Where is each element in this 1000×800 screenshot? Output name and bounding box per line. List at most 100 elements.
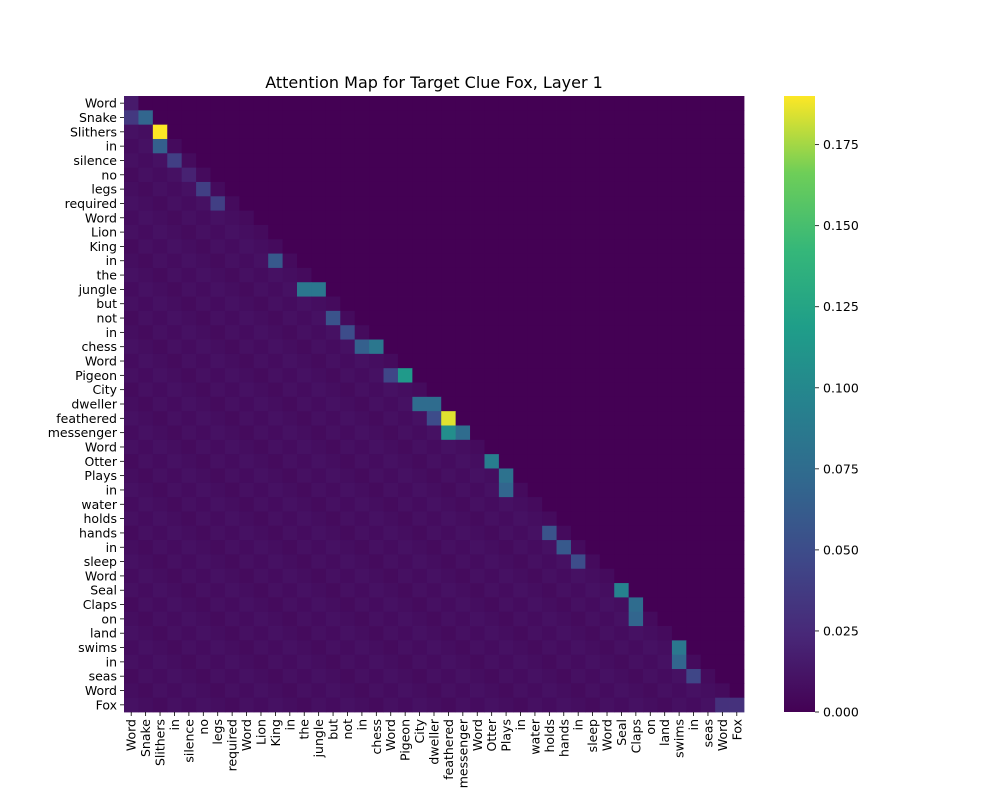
heatmap-cell [282, 439, 298, 455]
heatmap-cell [426, 411, 442, 426]
heatmap-cell [599, 282, 615, 297]
heatmap-cell [484, 382, 500, 398]
heatmap-cell [124, 253, 139, 269]
heatmap-cell [513, 626, 529, 641]
heatmap-cell [513, 683, 529, 699]
heatmap-cell [657, 153, 673, 169]
heatmap-cell [253, 153, 269, 169]
heatmap-cell [498, 124, 514, 140]
row-label: Snake [79, 110, 117, 125]
heatmap-cell [253, 167, 269, 183]
heatmap-cell [715, 626, 730, 641]
heatmap-cell [282, 167, 298, 183]
heatmap-cell [715, 196, 730, 212]
heatmap-cell [498, 96, 514, 111]
heatmap-cell [152, 153, 168, 169]
heatmap-cell [397, 239, 413, 254]
heatmap-cell [340, 196, 356, 212]
heatmap-cell [210, 253, 226, 269]
heatmap-cell [196, 210, 211, 226]
heatmap-cell [585, 683, 601, 699]
heatmap-cell [268, 654, 284, 670]
heatmap-cell [311, 310, 327, 326]
heatmap-cell [167, 511, 183, 527]
heatmap-cell [657, 439, 673, 455]
heatmap-cell [253, 124, 269, 140]
heatmap-cell [700, 282, 716, 297]
heatmap-cell [513, 310, 529, 326]
heatmap-cell [138, 296, 154, 312]
heatmap-cell [138, 626, 154, 641]
heatmap-cell [542, 253, 557, 269]
heatmap-cell [224, 497, 240, 512]
heatmap-cell [542, 138, 557, 154]
heatmap-cell [369, 597, 384, 613]
heatmap-cell [470, 181, 485, 197]
heatmap-cell [181, 96, 197, 111]
col-labels: Word Snake Slithers in silence no legs required… [124, 712, 744, 788]
heatmap-cell [671, 654, 687, 670]
heatmap-cell [196, 597, 211, 613]
heatmap-cell [354, 411, 370, 426]
heatmap-cell [729, 568, 745, 584]
heatmap-cell [397, 439, 413, 455]
heatmap-cell [224, 640, 240, 656]
heatmap-cell [311, 468, 327, 484]
heatmap-cell [657, 382, 673, 398]
heatmap-cell [527, 540, 543, 555]
heatmap-cell [412, 654, 428, 670]
heatmap-cell [729, 110, 745, 126]
row-label: hands [79, 525, 117, 540]
heatmap-cell [397, 382, 413, 398]
heatmap-cell [599, 640, 615, 656]
heatmap-cell [152, 568, 168, 584]
heatmap-cell [715, 597, 730, 613]
heatmap-cell [686, 296, 702, 312]
heatmap-cell [311, 497, 327, 512]
heatmap-cell [599, 568, 615, 584]
heatmap-cell [239, 525, 255, 541]
heatmap-cell [253, 210, 269, 226]
heatmap-cell [570, 482, 586, 498]
heatmap-cell [369, 683, 384, 699]
col-label: Fox [729, 719, 744, 740]
heatmap-cell [729, 382, 745, 398]
heatmap-cell [152, 654, 168, 670]
heatmap-cell [470, 683, 485, 699]
heatmap-cell [253, 568, 269, 584]
heatmap-cell [426, 583, 442, 598]
heatmap-cell [715, 267, 730, 283]
heatmap-cell [426, 267, 442, 283]
heatmap-cell [441, 339, 457, 355]
heatmap-cell [297, 210, 312, 226]
heatmap-cell [599, 669, 615, 684]
heatmap-cell [297, 654, 312, 670]
heatmap-cell [470, 640, 485, 656]
heatmap-cell [282, 296, 298, 312]
heatmap-cell [181, 454, 197, 469]
heatmap-cell [513, 411, 529, 426]
heatmap-cell [210, 511, 226, 527]
heatmap-cell [700, 224, 716, 240]
heatmap-cell [498, 282, 514, 297]
heatmap-cell [325, 339, 341, 355]
heatmap-cell [556, 325, 572, 340]
heatmap-cell [369, 540, 384, 555]
heatmap-cell [527, 124, 543, 140]
heatmap-cell [441, 253, 457, 269]
heatmap-cell [700, 497, 716, 512]
heatmap-cell [369, 296, 384, 312]
heatmap-cell [599, 110, 615, 126]
heatmap-cell [340, 310, 356, 326]
heatmap-cell [369, 124, 384, 140]
heatmap-cell [470, 239, 485, 254]
heatmap-cell [628, 267, 644, 283]
heatmap-cell [325, 640, 341, 656]
heatmap-cell [643, 310, 658, 326]
heatmap-cell [167, 96, 183, 111]
heatmap-cell [556, 511, 572, 527]
heatmap-cell [542, 153, 557, 169]
heatmap-cell [297, 497, 312, 512]
col-label: holds [542, 719, 557, 753]
heatmap-cell [426, 568, 442, 584]
